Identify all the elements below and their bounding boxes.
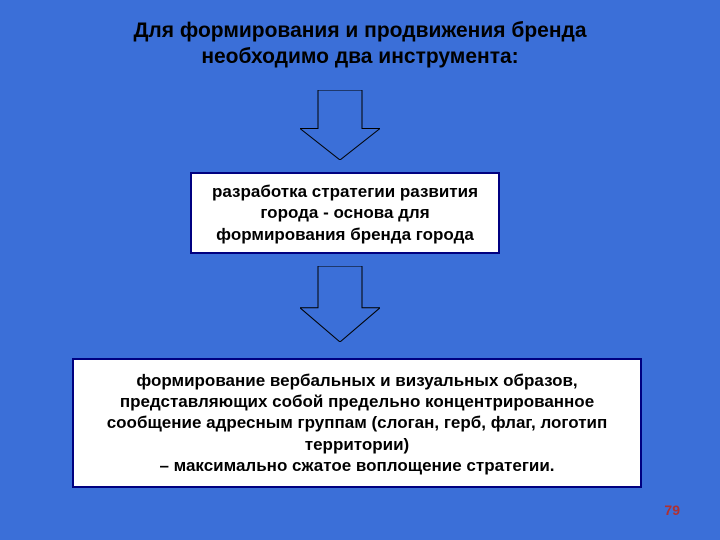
box-strategy-text: разработка стратегии развития города - о… [202, 181, 488, 245]
arrow-down-1 [300, 90, 380, 160]
arrow-down-2 [300, 266, 380, 342]
box-images: формирование вербальных и визуальных обр… [72, 358, 642, 488]
slide-title: Для формирования и продвижения бренда не… [80, 18, 640, 71]
box-strategy: разработка стратегии развития города - о… [190, 172, 500, 254]
box-images-text: формирование вербальных и визуальных обр… [84, 370, 630, 476]
page-number: 79 [664, 502, 680, 518]
